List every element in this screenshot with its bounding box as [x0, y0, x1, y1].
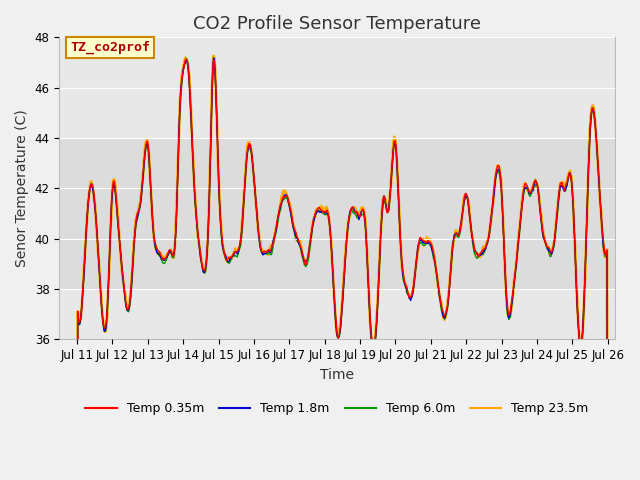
- Text: TZ_co2prof: TZ_co2prof: [70, 41, 150, 54]
- Title: CO2 Profile Sensor Temperature: CO2 Profile Sensor Temperature: [193, 15, 481, 33]
- X-axis label: Time: Time: [320, 368, 354, 382]
- Bar: [60, 138, 615, 289]
- Legend: Temp 0.35m, Temp 1.8m, Temp 6.0m, Temp 23.5m: Temp 0.35m, Temp 1.8m, Temp 6.0m, Temp 2…: [81, 397, 594, 420]
- Y-axis label: Senor Temperature (C): Senor Temperature (C): [15, 109, 29, 267]
